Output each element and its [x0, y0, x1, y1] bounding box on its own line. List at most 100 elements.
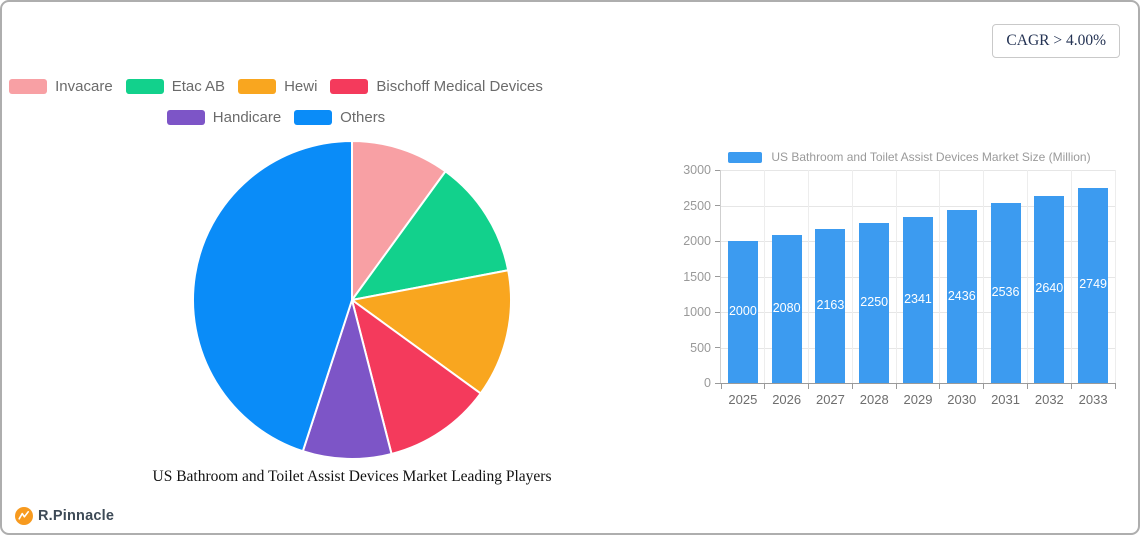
x-axis-label: 2033: [1078, 392, 1108, 407]
legend-label: Others: [340, 109, 386, 126]
gridline-x: [808, 170, 810, 383]
bar-value-label: 2749: [1079, 277, 1107, 292]
bar-2025[interactable]: [727, 241, 758, 383]
pie-slice-hewi[interactable]: [351, 269, 512, 395]
gridline-y-2500: [721, 205, 1115, 207]
legend-label: Handicare: [212, 109, 282, 126]
bar-2029[interactable]: [903, 216, 933, 383]
legend-item-hewi[interactable]: Hewi: [238, 78, 317, 95]
x-axis-label: 2029: [903, 392, 933, 407]
legend-label: Etac AB: [171, 78, 226, 95]
y-axis-label: 0: [704, 376, 711, 390]
y-axis-tick: [715, 276, 721, 277]
x-axis-tick: [808, 383, 810, 389]
gridline-x: [851, 170, 853, 383]
x-axis-tick: [720, 383, 722, 389]
legend-label: Hewi: [284, 78, 318, 95]
y-axis-label: 2500: [683, 198, 711, 213]
y-axis-label: 3000: [683, 163, 711, 177]
pie-slice-others[interactable]: [192, 140, 353, 453]
bar-chart-legend[interactable]: US Bathroom and Toilet Assist Devices Ma…: [687, 150, 1132, 164]
pie-slice-etac-ab[interactable]: [351, 170, 510, 301]
gridline-x: [895, 170, 897, 383]
bar-value-label: 2000: [728, 304, 757, 318]
legend-swatch: [9, 79, 48, 94]
bar-value-label: 2640: [1035, 281, 1064, 296]
pie-legend: Invacare Etac AB Hewi Bischoff Medical Devi…: [9, 78, 543, 126]
gridline-x: [939, 170, 941, 383]
legend-swatch: [330, 79, 369, 94]
gridline-y-3000: [721, 170, 1115, 171]
pie-slice-bischoff-medical-devices[interactable]: [351, 299, 482, 455]
brand-name: R.Pinnacle: [38, 508, 115, 524]
x-axis-label: 2025: [728, 392, 758, 407]
legend-item-handicare[interactable]: Handicare: [166, 109, 282, 126]
y-axis-tick: [715, 382, 721, 384]
bar-value-label: 2163: [816, 298, 845, 313]
bar-value-label: 2536: [991, 284, 1020, 299]
y-axis-tick: [715, 240, 721, 242]
legend-swatch: [238, 79, 277, 94]
x-axis-tick: [1114, 383, 1116, 389]
x-axis-tick: [939, 383, 941, 389]
y-axis-tick: [715, 205, 721, 206]
bar-value-label: 2436: [947, 288, 976, 303]
bar-2032[interactable]: [1034, 195, 1065, 383]
y-axis-label: 1500: [683, 269, 711, 284]
x-axis-label: 2032: [1034, 392, 1064, 407]
cagr-badge: CAGR > 4.00%: [992, 24, 1120, 58]
x-axis-label: 2028: [859, 392, 889, 407]
x-axis-label: 2026: [772, 392, 802, 407]
pie-legend-row: Handicare Others: [166, 109, 385, 126]
x-axis-label: 2030: [947, 392, 977, 407]
gridline-x: [1026, 170, 1028, 383]
legend-swatch: [294, 110, 333, 125]
pie-slice-handicare[interactable]: [301, 299, 393, 460]
bar-2030[interactable]: [946, 210, 977, 383]
pie-slice-invacare[interactable]: [351, 140, 447, 301]
pie-chart: [192, 140, 512, 460]
x-axis-tick: [983, 383, 985, 389]
legend-label: Bischoff Medical Devices: [376, 78, 543, 95]
legend-item-etac-ab[interactable]: Etac AB: [125, 78, 226, 95]
gridline-x: [1070, 170, 1072, 383]
bar-2027[interactable]: [815, 229, 846, 383]
y-axis-line: [720, 170, 721, 383]
bar-value-label: 2080: [772, 301, 801, 316]
legend-swatch: [166, 110, 205, 125]
bar-2026[interactable]: [771, 235, 802, 383]
bar-2031[interactable]: [990, 202, 1021, 383]
x-axis-tick: [895, 383, 897, 389]
gridline-x: [764, 170, 766, 383]
x-axis-tick: [1026, 383, 1028, 389]
bar-value-label: 2250: [860, 295, 889, 310]
x-axis-label: 2031: [991, 392, 1020, 407]
y-axis-label: 2000: [683, 234, 711, 248]
y-axis-label: 500: [690, 340, 711, 355]
bar-legend-label: US Bathroom and Toilet Assist Devices Ma…: [771, 150, 1091, 164]
legend-item-invacare[interactable]: Invacare: [9, 78, 113, 95]
y-axis-tick: [715, 311, 721, 313]
x-axis-line: [720, 383, 1116, 384]
gridline-x: [1114, 170, 1116, 383]
legend-swatch: [125, 79, 164, 94]
x-axis-tick: [851, 383, 853, 389]
y-axis-label: 1000: [683, 305, 711, 319]
y-axis-tick: [715, 347, 721, 348]
legend-label: Invacare: [55, 78, 113, 95]
legend-item-others[interactable]: Others: [294, 109, 385, 126]
pie-legend-row: Invacare Etac AB Hewi Bischoff Medical Devi…: [9, 78, 543, 95]
bar-legend-swatch: [728, 151, 763, 163]
brand-logo-icon: [15, 507, 33, 525]
pie-chart-title: US Bathroom and Toilet Assist Devices Ma…: [152, 468, 552, 485]
bar-2033[interactable]: [1078, 187, 1109, 383]
gridline-x: [983, 170, 985, 383]
bar-2028[interactable]: [859, 223, 890, 383]
bar-value-label: 2341: [904, 291, 932, 306]
legend-item-bischoff-medical-devices[interactable]: Bischoff Medical Devices: [330, 78, 543, 95]
brand-logo: R.Pinnacle: [15, 507, 114, 525]
bar-plot: 0 500 1000 1500 2000 2500 3000 2000 2025 2080 2026…: [683, 163, 1116, 407]
y-axis-tick: [715, 169, 721, 171]
x-axis-tick: [1070, 383, 1072, 389]
